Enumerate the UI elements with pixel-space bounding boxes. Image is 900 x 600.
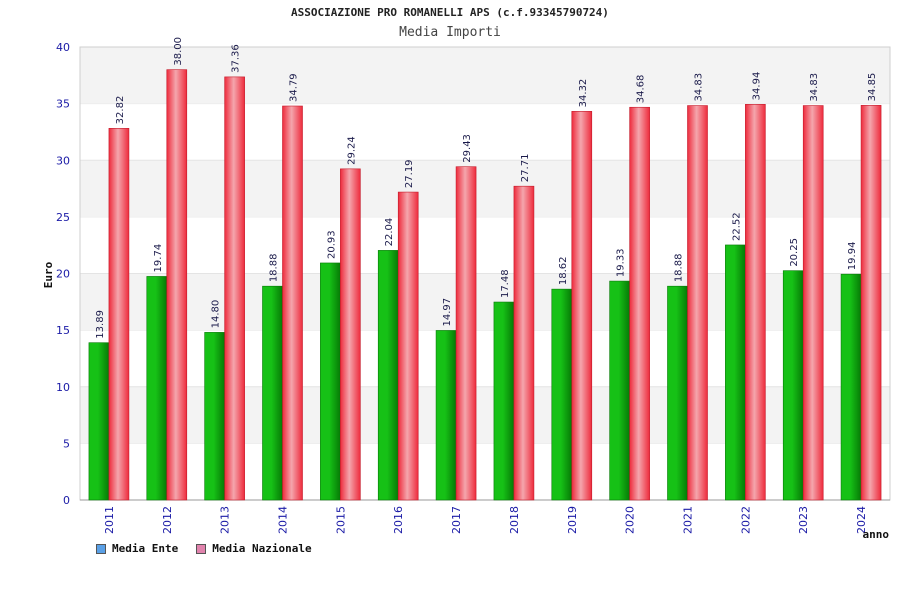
legend-item-nazionale: Media Nazionale xyxy=(196,542,312,555)
y-tick-label: 15 xyxy=(56,324,70,337)
legend-swatch-nazionale xyxy=(196,543,207,554)
y-tick-label: 10 xyxy=(56,381,70,394)
bar-ente xyxy=(88,342,110,501)
bar-value-label: 14.80 xyxy=(211,300,222,329)
bar-value-label: 20.25 xyxy=(789,238,800,267)
y-tick-label: 40 xyxy=(56,41,70,54)
bar-nazionale xyxy=(282,105,303,501)
x-tick-label: 2011 xyxy=(103,506,116,534)
bar-value-label: 34.85 xyxy=(867,73,878,102)
bar-nazionale xyxy=(745,104,766,501)
x-tick-label: 2019 xyxy=(566,506,579,534)
y-tick-label: 5 xyxy=(63,437,70,450)
grid-band xyxy=(80,386,890,444)
grid-band xyxy=(80,47,890,104)
bar-ente xyxy=(146,276,168,501)
bar-nazionale xyxy=(340,168,361,501)
bar-ente xyxy=(377,250,399,501)
bar-value-label: 29.24 xyxy=(346,136,357,165)
x-tick-label: 2016 xyxy=(392,506,405,534)
bar-ente xyxy=(551,288,573,501)
bar-value-label: 37.36 xyxy=(231,44,242,73)
bar-nazionale xyxy=(108,128,130,501)
chart-title: ASSOCIAZIONE PRO ROMANELLI APS (c.f.9334… xyxy=(291,6,609,19)
bar-nazionale xyxy=(397,191,419,501)
bar-ente xyxy=(262,285,283,501)
x-tick-label: 2018 xyxy=(508,506,521,534)
bar-value-label: 34.83 xyxy=(694,73,705,102)
bar-value-label: 27.19 xyxy=(404,159,415,188)
x-tick-label: 2021 xyxy=(682,506,695,534)
bar-ente xyxy=(782,270,804,501)
chart-subtitle: Media Importi xyxy=(399,25,501,40)
bar-value-label: 38.00 xyxy=(173,37,184,66)
x-tick-label: 2022 xyxy=(739,506,752,534)
bar-ente xyxy=(609,280,630,501)
bar-ente xyxy=(493,301,515,501)
bar-ente xyxy=(725,244,746,501)
x-tick-label: 2020 xyxy=(624,506,637,534)
x-tick-label: 2013 xyxy=(219,506,232,534)
y-tick-label: 20 xyxy=(56,268,70,281)
bar-value-label: 14.97 xyxy=(442,298,453,327)
bar-nazionale xyxy=(513,185,535,501)
legend-label-ente: Media Ente xyxy=(112,542,179,555)
bar-value-label: 17.48 xyxy=(500,269,511,298)
bar-nazionale xyxy=(455,166,477,501)
bar-value-label: 34.83 xyxy=(809,73,820,102)
bar-ente xyxy=(204,332,225,501)
bar-nazionale xyxy=(224,76,245,501)
x-axis-label: anno xyxy=(863,528,890,541)
bar-value-label: 34.94 xyxy=(751,72,762,101)
bar-ente xyxy=(667,285,688,501)
bar-value-label: 29.43 xyxy=(462,134,473,163)
legend-swatch-ente xyxy=(96,543,106,554)
bar-nazionale xyxy=(166,69,188,501)
bar-value-label: 19.33 xyxy=(616,248,627,277)
x-tick-label: 2015 xyxy=(334,506,347,534)
bar-value-label: 18.88 xyxy=(269,254,280,283)
x-tick-label: 2024 xyxy=(855,506,868,534)
y-tick-label: 0 xyxy=(63,494,70,507)
bar-value-label: 34.68 xyxy=(636,75,647,104)
legend-label-nazionale: Media Nazionale xyxy=(212,542,312,555)
bar-ente xyxy=(435,330,457,501)
bar-nazionale xyxy=(802,105,824,501)
y-axis-label: Euro xyxy=(42,261,55,288)
y-tick-label: 35 xyxy=(56,98,70,111)
bar-value-label: 19.94 xyxy=(847,242,858,271)
bar-nazionale xyxy=(571,111,593,501)
bar-ente xyxy=(840,273,862,501)
y-tick-label: 30 xyxy=(56,154,70,167)
bar-value-label: 32.82 xyxy=(115,96,126,125)
grid-band xyxy=(80,160,890,217)
x-tick-label: 2023 xyxy=(797,506,810,534)
bar-value-label: 19.74 xyxy=(153,244,164,273)
x-tick-label: 2014 xyxy=(277,506,290,534)
bar-value-label: 13.89 xyxy=(95,310,106,339)
bar-value-label: 18.62 xyxy=(558,256,569,285)
grid-band xyxy=(80,273,890,331)
bar-value-label: 22.04 xyxy=(384,218,395,247)
bar-value-label: 34.32 xyxy=(578,79,589,108)
bar-nazionale xyxy=(687,105,708,501)
bar-value-label: 22.52 xyxy=(731,212,742,241)
y-tick-label: 25 xyxy=(56,211,70,224)
bar-value-label: 18.88 xyxy=(674,254,685,283)
bar-value-label: 20.93 xyxy=(326,230,337,259)
bar-ente xyxy=(320,262,341,501)
legend-item-ente: Media Ente xyxy=(96,542,178,555)
bar-nazionale xyxy=(860,105,882,501)
legend: Media Ente Media Nazionale xyxy=(96,542,312,555)
bar-value-label: 34.79 xyxy=(289,73,300,102)
x-tick-label: 2012 xyxy=(161,506,174,534)
x-tick-label: 2017 xyxy=(450,506,463,534)
bar-nazionale xyxy=(629,106,650,501)
bar-value-label: 27.71 xyxy=(520,154,531,183)
